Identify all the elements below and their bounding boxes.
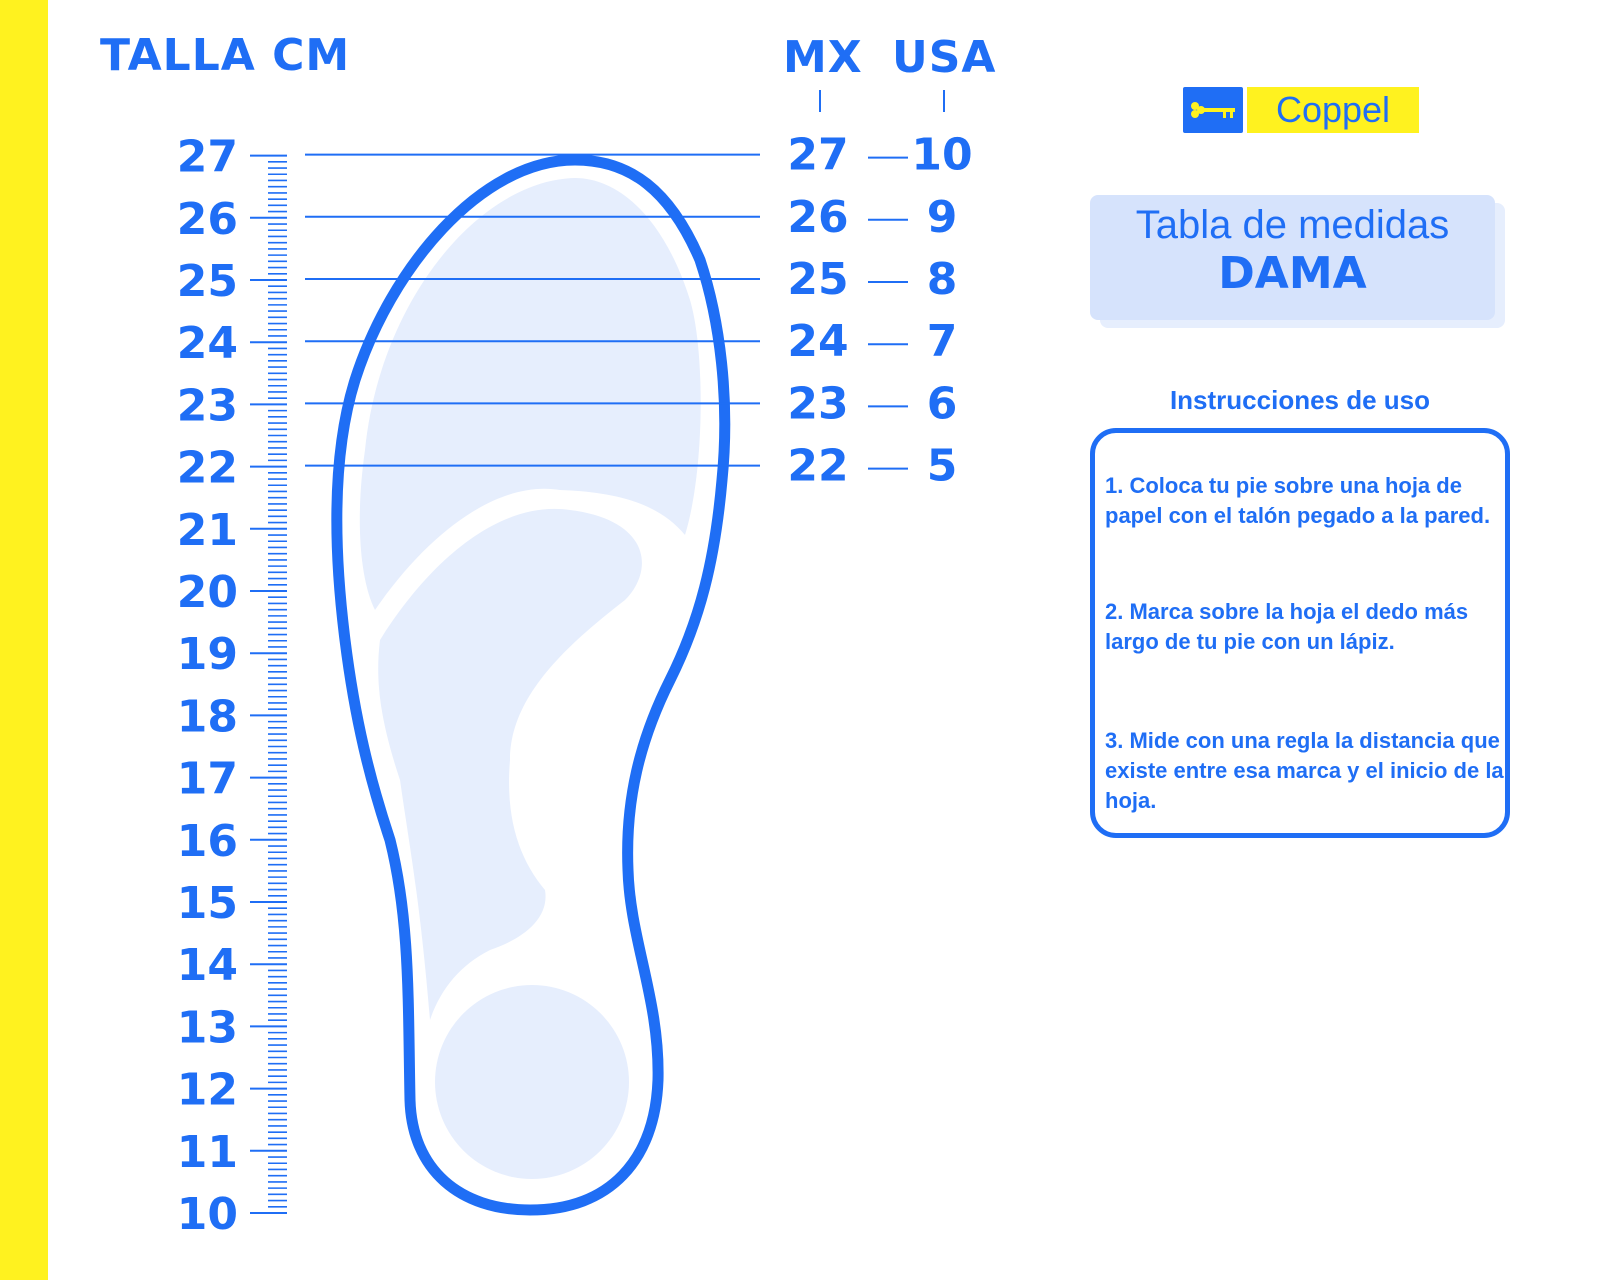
brand-name: Coppel — [1247, 87, 1419, 133]
ruler-label: 17 — [177, 754, 238, 805]
title-line1: Tabla de medidas — [1135, 203, 1450, 247]
instruction-step-2: 2. Marca sobre la hoja el dedo más largo… — [1105, 599, 1469, 654]
size-lines: 27 10 26 9 25 8 24 7 23 6 22 5 — [305, 130, 973, 492]
ruler-label: 11 — [177, 1127, 238, 1178]
mx-size: 24 — [787, 316, 848, 367]
ruler-label: 25 — [177, 256, 238, 307]
ruler-label: 20 — [177, 567, 238, 618]
ruler-label: 13 — [177, 1002, 238, 1053]
ruler-label: 21 — [177, 505, 238, 556]
mx-size: 22 — [787, 441, 848, 492]
usa-size: 9 — [927, 192, 958, 243]
key-icon — [1183, 87, 1243, 133]
ruler-label: 22 — [177, 443, 238, 494]
usa-size: 8 — [927, 254, 958, 305]
talla-cm-header: TALLA CM — [100, 30, 351, 81]
coppel-logo: Coppel — [1183, 87, 1419, 133]
ruler-label: 24 — [177, 318, 238, 369]
usa-size: 10 — [911, 130, 972, 181]
mx-header: MX — [783, 32, 863, 83]
mx-size: 25 — [787, 254, 848, 305]
ruler-label: 26 — [177, 194, 238, 245]
mx-size: 27 — [787, 130, 848, 181]
sole-outline — [331, 154, 731, 1216]
toe-area — [359, 178, 701, 610]
instruction-step-3: 3. Mide con una regla la distancia que e… — [1105, 728, 1504, 813]
usa-header: USA — [892, 32, 997, 83]
ruler-label: 16 — [177, 816, 238, 867]
mx-size: 26 — [787, 192, 848, 243]
ruler-label: 19 — [177, 629, 238, 680]
ruler-label: 15 — [177, 878, 238, 929]
foot-outline — [331, 154, 731, 1216]
ruler-label: 12 — [177, 1065, 238, 1116]
mx-size: 23 — [787, 378, 848, 429]
arch-area — [378, 508, 642, 1020]
ruler-label: 18 — [177, 691, 238, 742]
usa-size: 7 — [927, 316, 958, 367]
title-line2: DAMA — [1218, 248, 1367, 299]
heel-area — [435, 985, 629, 1179]
instructions-title: Instrucciones de uso — [1169, 385, 1431, 415]
ruler-label: 23 — [177, 380, 238, 431]
instructions-box: 1. Coloca tu pie sobre una hoja de papel… — [1090, 428, 1510, 838]
ruler-label: 10 — [177, 1189, 238, 1240]
ruler-label: 27 — [177, 132, 238, 183]
usa-size: 5 — [927, 441, 958, 492]
title-box: Tabla de medidas DAMA — [1090, 195, 1495, 320]
ruler: 27 26 25 24 23 22 21 20 19 18 17 16 15 14 13 12 11 10 — [177, 132, 287, 1240]
usa-size: 6 — [927, 378, 958, 429]
instruction-step-1: 1. Coloca tu pie sobre una hoja de papel… — [1105, 473, 1491, 528]
ruler-label: 14 — [177, 940, 238, 991]
yellow-side-bar — [0, 0, 48, 1280]
